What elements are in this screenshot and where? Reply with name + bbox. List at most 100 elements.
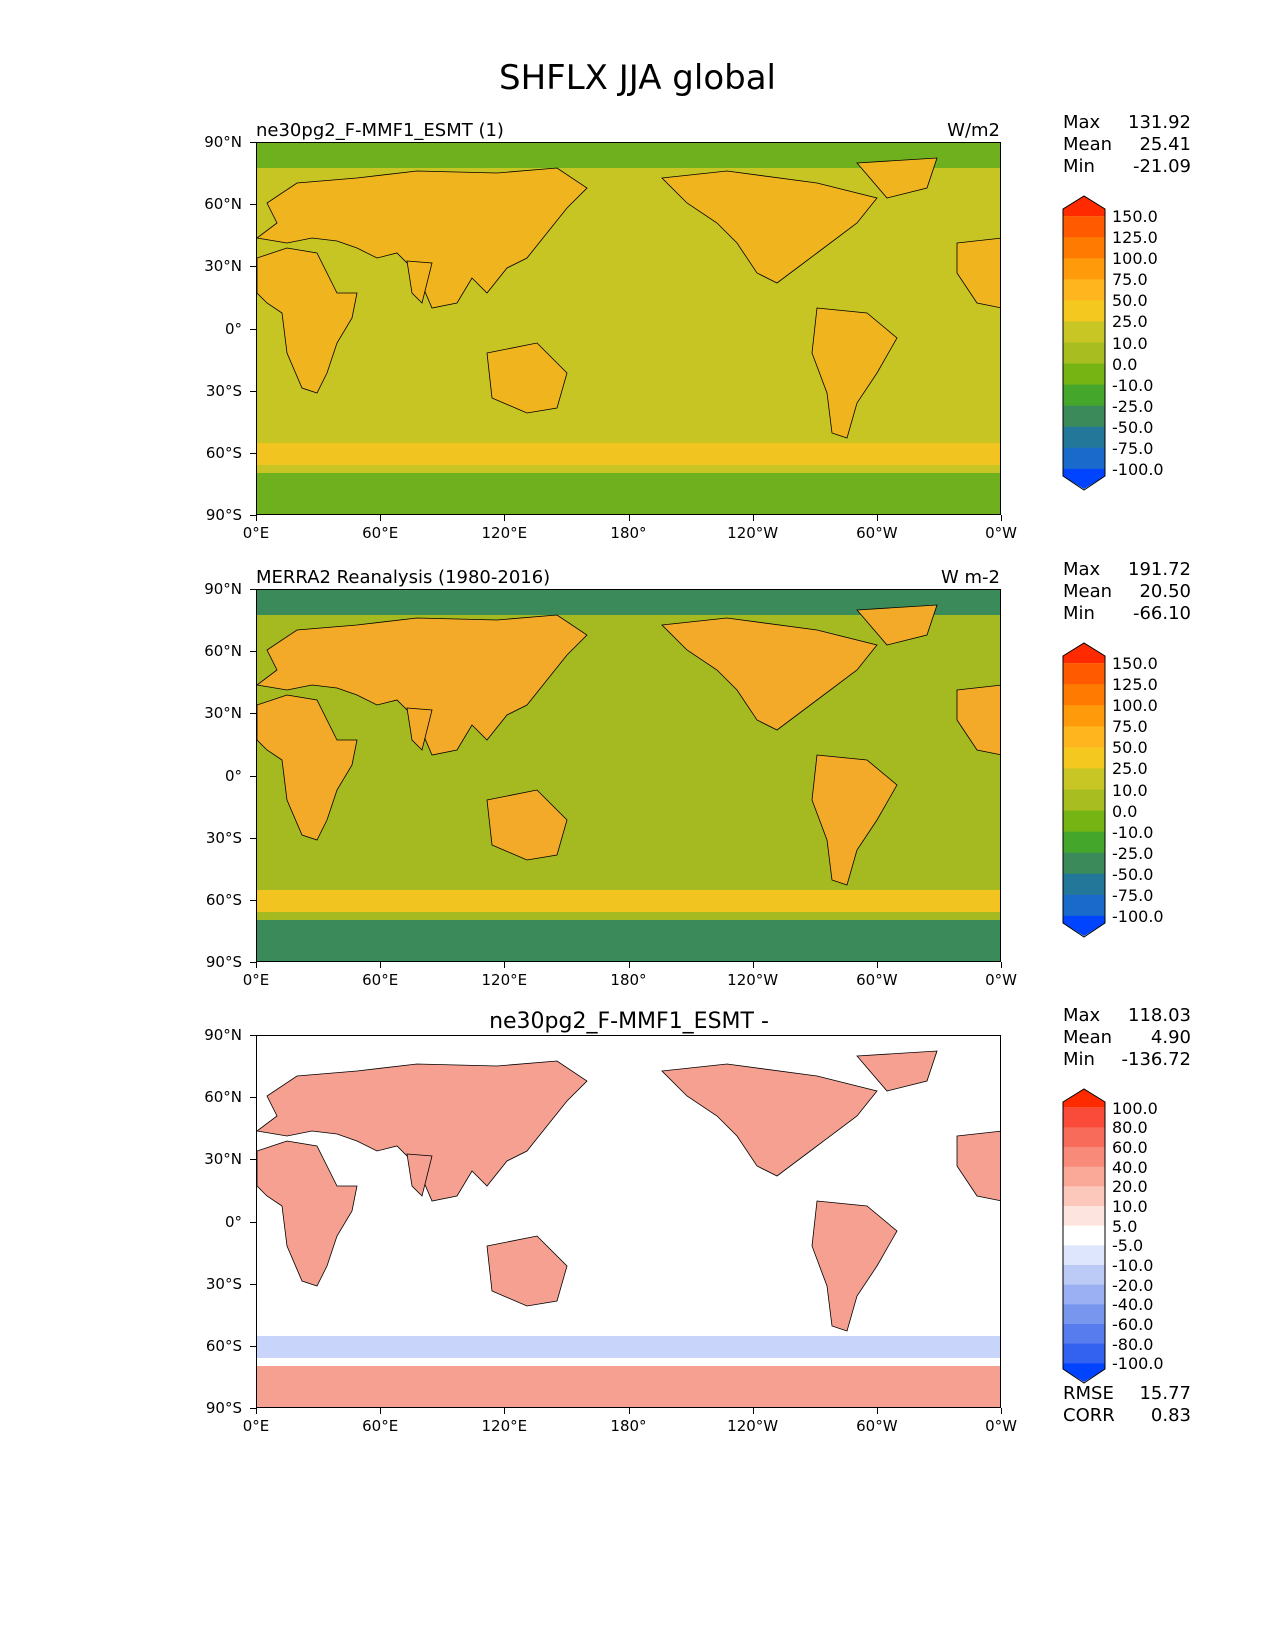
lon-tick — [752, 1408, 754, 1414]
antarctica — [257, 920, 1000, 961]
colorbar-segment — [1063, 643, 1105, 664]
colorbar-label: -50.0 — [1112, 417, 1154, 437]
colorbar-label: 125.0 — [1112, 228, 1158, 248]
lon-tick — [1001, 962, 1002, 968]
lon-tick — [876, 515, 878, 521]
colorbar-segment — [1063, 894, 1105, 917]
lat-tick — [250, 328, 256, 330]
colorbar-label: -80.0 — [1112, 1334, 1154, 1354]
colorbar-label: 100.0 — [1112, 249, 1158, 269]
lon-tick-label: 0°W — [985, 1417, 1017, 1435]
lon-tick-label: 60°E — [362, 971, 399, 989]
error-stats-block: RMSE 15.77 CORR 0.83 — [1063, 1383, 1191, 1427]
colorbar-label: 50.0 — [1112, 738, 1148, 758]
colorbar-label: 150.0 — [1112, 207, 1158, 227]
colorbar-outline — [1062, 642, 1106, 938]
stat-value: 25.41 — [1139, 134, 1191, 155]
colorbar-segment — [1063, 1265, 1105, 1286]
lon-tick-label: 60°E — [362, 524, 399, 542]
lon-tick-label: 120°W — [727, 1417, 779, 1435]
colorbar-label: -25.0 — [1112, 843, 1154, 863]
stat-label: Mean — [1063, 1027, 1113, 1048]
colorbar-segment — [1063, 1304, 1105, 1325]
lat-tick-label: 30°N — [204, 257, 242, 276]
lat-tick-label: 60°S — [205, 1336, 242, 1355]
colorbar-label: -20.0 — [1112, 1275, 1154, 1295]
colorbar-segment — [1063, 1127, 1105, 1148]
panel-units: W/m2 — [947, 120, 1000, 141]
map-plot-area — [256, 589, 1001, 962]
colorbar-label: -25.0 — [1112, 396, 1154, 416]
southern-ocean-band — [257, 1336, 1000, 1358]
colorbar-segment — [1063, 1225, 1105, 1246]
lat-tick-label: 30°N — [204, 1150, 242, 1169]
colorbar-label: 80.0 — [1112, 1118, 1148, 1138]
lon-tick-label: 0°W — [985, 524, 1017, 542]
lon-tick — [504, 515, 506, 521]
colorbar-label: -75.0 — [1112, 885, 1154, 905]
lat-tick — [250, 266, 256, 268]
stats-block: Max 118.03 Mean 4.90 Min -136.72 — [1063, 1005, 1191, 1071]
lat-tick-label: 30°S — [205, 828, 242, 847]
lon-tick — [752, 962, 754, 968]
panel-units: W m-2 — [940, 567, 1000, 588]
stat-label: RMSE — [1063, 1383, 1114, 1404]
lon-tick — [628, 515, 630, 521]
colorbar-label: 10.0 — [1112, 780, 1148, 800]
colorbar-label: -40.0 — [1112, 1295, 1154, 1315]
lat-tick-label: 30°S — [205, 381, 242, 400]
colorbar-label: 100.0 — [1112, 1098, 1158, 1118]
lat-tick — [250, 713, 256, 715]
colorbar-label: -5.0 — [1112, 1236, 1144, 1256]
stat-label: CORR — [1063, 1405, 1115, 1426]
colorbar-segment — [1063, 1324, 1105, 1345]
lat-tick-label: 30°S — [205, 1274, 242, 1293]
lat-tick-label: 30°N — [204, 704, 242, 723]
map-field — [257, 590, 1000, 961]
lat-tick — [250, 1283, 256, 1285]
colorbar-segment — [1063, 789, 1105, 812]
lon-tick-label: 120°E — [481, 1417, 528, 1435]
map-field — [257, 143, 1000, 514]
colorbar-segment — [1063, 684, 1105, 706]
colorbar-segment — [1063, 384, 1105, 407]
colorbar-label: 75.0 — [1112, 717, 1148, 737]
colorbar-label: 25.0 — [1112, 312, 1148, 332]
lat-tick — [250, 962, 256, 963]
colorbar-label: 0.0 — [1112, 354, 1138, 374]
lon-tick — [1001, 515, 1002, 521]
colorbar-segment — [1063, 468, 1105, 489]
colorbar-label: 150.0 — [1112, 654, 1158, 674]
colorbar-segment — [1063, 426, 1105, 449]
lat-tick — [250, 775, 256, 777]
stat-value: -21.09 — [1132, 156, 1191, 177]
colorbar-label: 50.0 — [1112, 291, 1148, 311]
lon-tick — [380, 962, 382, 968]
map-panel-2: MERRA2 Reanalysis (1980-2016) W m-2 90°N 60… — [0, 559, 1275, 1027]
colorbar-segment — [1063, 705, 1105, 727]
colorbar-label: -50.0 — [1112, 864, 1154, 884]
colorbar-label: 40.0 — [1112, 1157, 1148, 1177]
lon-tick-label: 120°E — [481, 524, 528, 542]
colorbar-segment — [1063, 363, 1105, 386]
colorbar-segment — [1063, 831, 1105, 854]
lon-tick-label: 0°E — [242, 524, 270, 542]
colorbar-label: -60.0 — [1112, 1315, 1154, 1334]
lat-tick — [250, 204, 256, 206]
lon-tick — [380, 1408, 382, 1414]
colorbar-segment — [1063, 663, 1105, 685]
lon-tick — [256, 515, 257, 521]
stat-value: -136.72 — [1121, 1049, 1191, 1070]
lon-tick-label: 60°W — [856, 1417, 898, 1435]
lat-tick-label: 60°N — [204, 195, 242, 214]
panel-title-center: ne30pg2_F-MMF1_ESMT - — [489, 1009, 769, 1034]
colorbar-segment — [1063, 1107, 1105, 1128]
lat-tick-label: 90°S — [205, 953, 242, 971]
colorbar-segment — [1063, 300, 1105, 322]
lat-tick-label: 90°N — [204, 133, 242, 151]
lat-tick-label: 0° — [224, 319, 242, 338]
lon-tick-label: 60°E — [362, 1417, 399, 1435]
lon-tick-label: 60°W — [856, 524, 898, 542]
lon-tick-label: 120°W — [727, 524, 779, 542]
panel-title-left: MERRA2 Reanalysis (1980-2016) — [256, 567, 551, 588]
